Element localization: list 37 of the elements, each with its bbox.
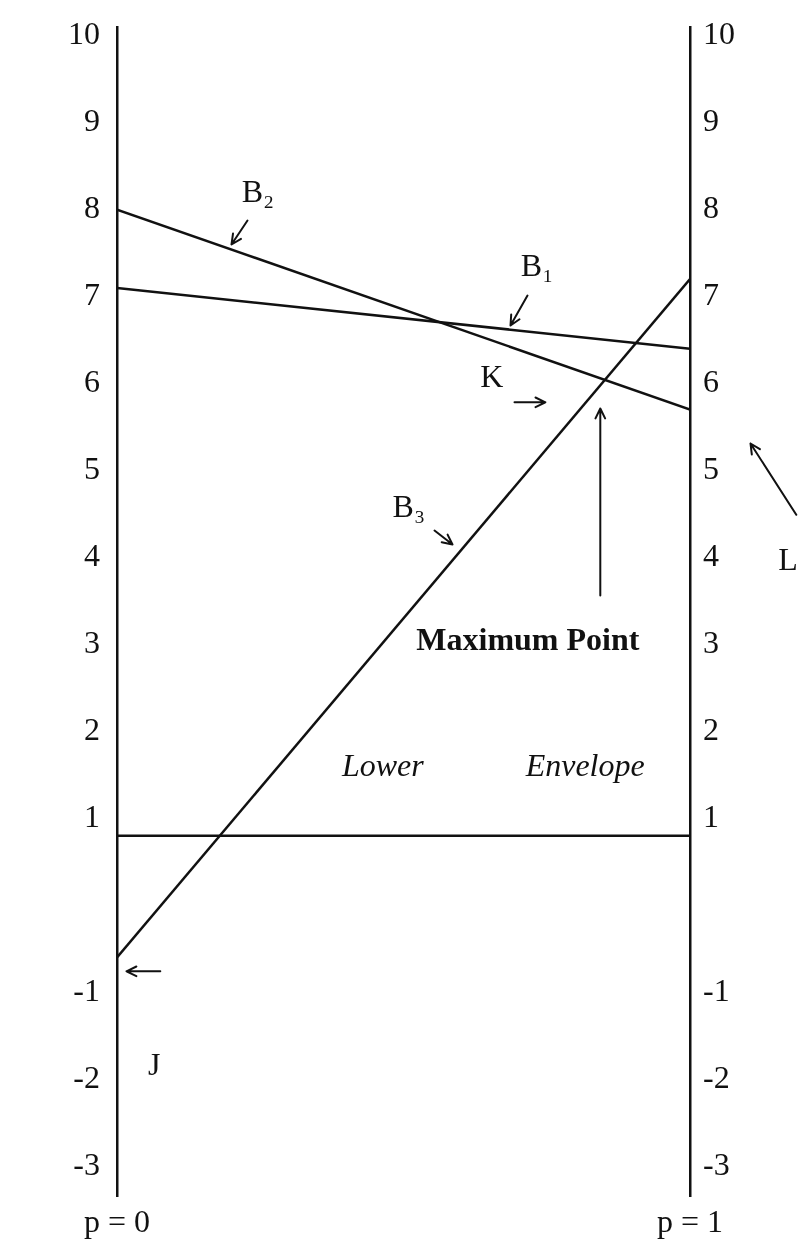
y2-tick-label: -2 — [703, 1058, 730, 1095]
y-tick-label: 2 — [84, 710, 100, 747]
y-tick-label: 6 — [84, 362, 100, 399]
y-tick-label: 7 — [84, 275, 100, 312]
text: L — [778, 540, 798, 577]
y2-tick-label: 3 — [703, 623, 719, 660]
series-label: B₁ — [520, 247, 554, 284]
series-label: B₂ — [241, 173, 275, 210]
x-tick-label: p = 1 — [656, 1203, 724, 1240]
y2-tick-label: 1 — [703, 797, 719, 834]
annotation: Maximum Point — [416, 621, 640, 658]
y2-tick-label: -1 — [703, 971, 730, 1008]
y-tick-label: 10 — [68, 15, 100, 52]
y2-tick-label: 5 — [703, 449, 719, 486]
y-tick-label: 3 — [84, 623, 100, 660]
y-tick-label: -1 — [73, 971, 100, 1008]
y-tick-label: -2 — [73, 1058, 100, 1095]
annotation: Lower — [340, 746, 425, 783]
annotation: Envelope — [524, 746, 645, 783]
y-tick-label: -3 — [73, 1145, 100, 1182]
y-tick-label: 1 — [84, 797, 100, 834]
y-tick-label: 5 — [84, 449, 100, 486]
annotation: J — [148, 1046, 161, 1083]
y2-tick-label: 6 — [703, 362, 719, 399]
annotation: K — [480, 358, 504, 395]
y2-tick-label: 8 — [703, 189, 719, 226]
series-label: B₃ — [392, 487, 426, 524]
y2-tick-label: 7 — [703, 275, 719, 312]
y-tick-label: 9 — [84, 102, 100, 139]
y-tick-label: 4 — [84, 536, 100, 573]
y2-tick-label: 4 — [703, 536, 719, 573]
y2-tick-label: 2 — [703, 710, 719, 747]
y2-tick-label: 9 — [703, 102, 719, 139]
y-tick-label: 8 — [84, 189, 100, 226]
y2-tick-label: -3 — [703, 1145, 730, 1182]
y2-tick-label: 10 — [703, 15, 735, 52]
x-tick-label: p = 0 — [83, 1203, 151, 1240]
